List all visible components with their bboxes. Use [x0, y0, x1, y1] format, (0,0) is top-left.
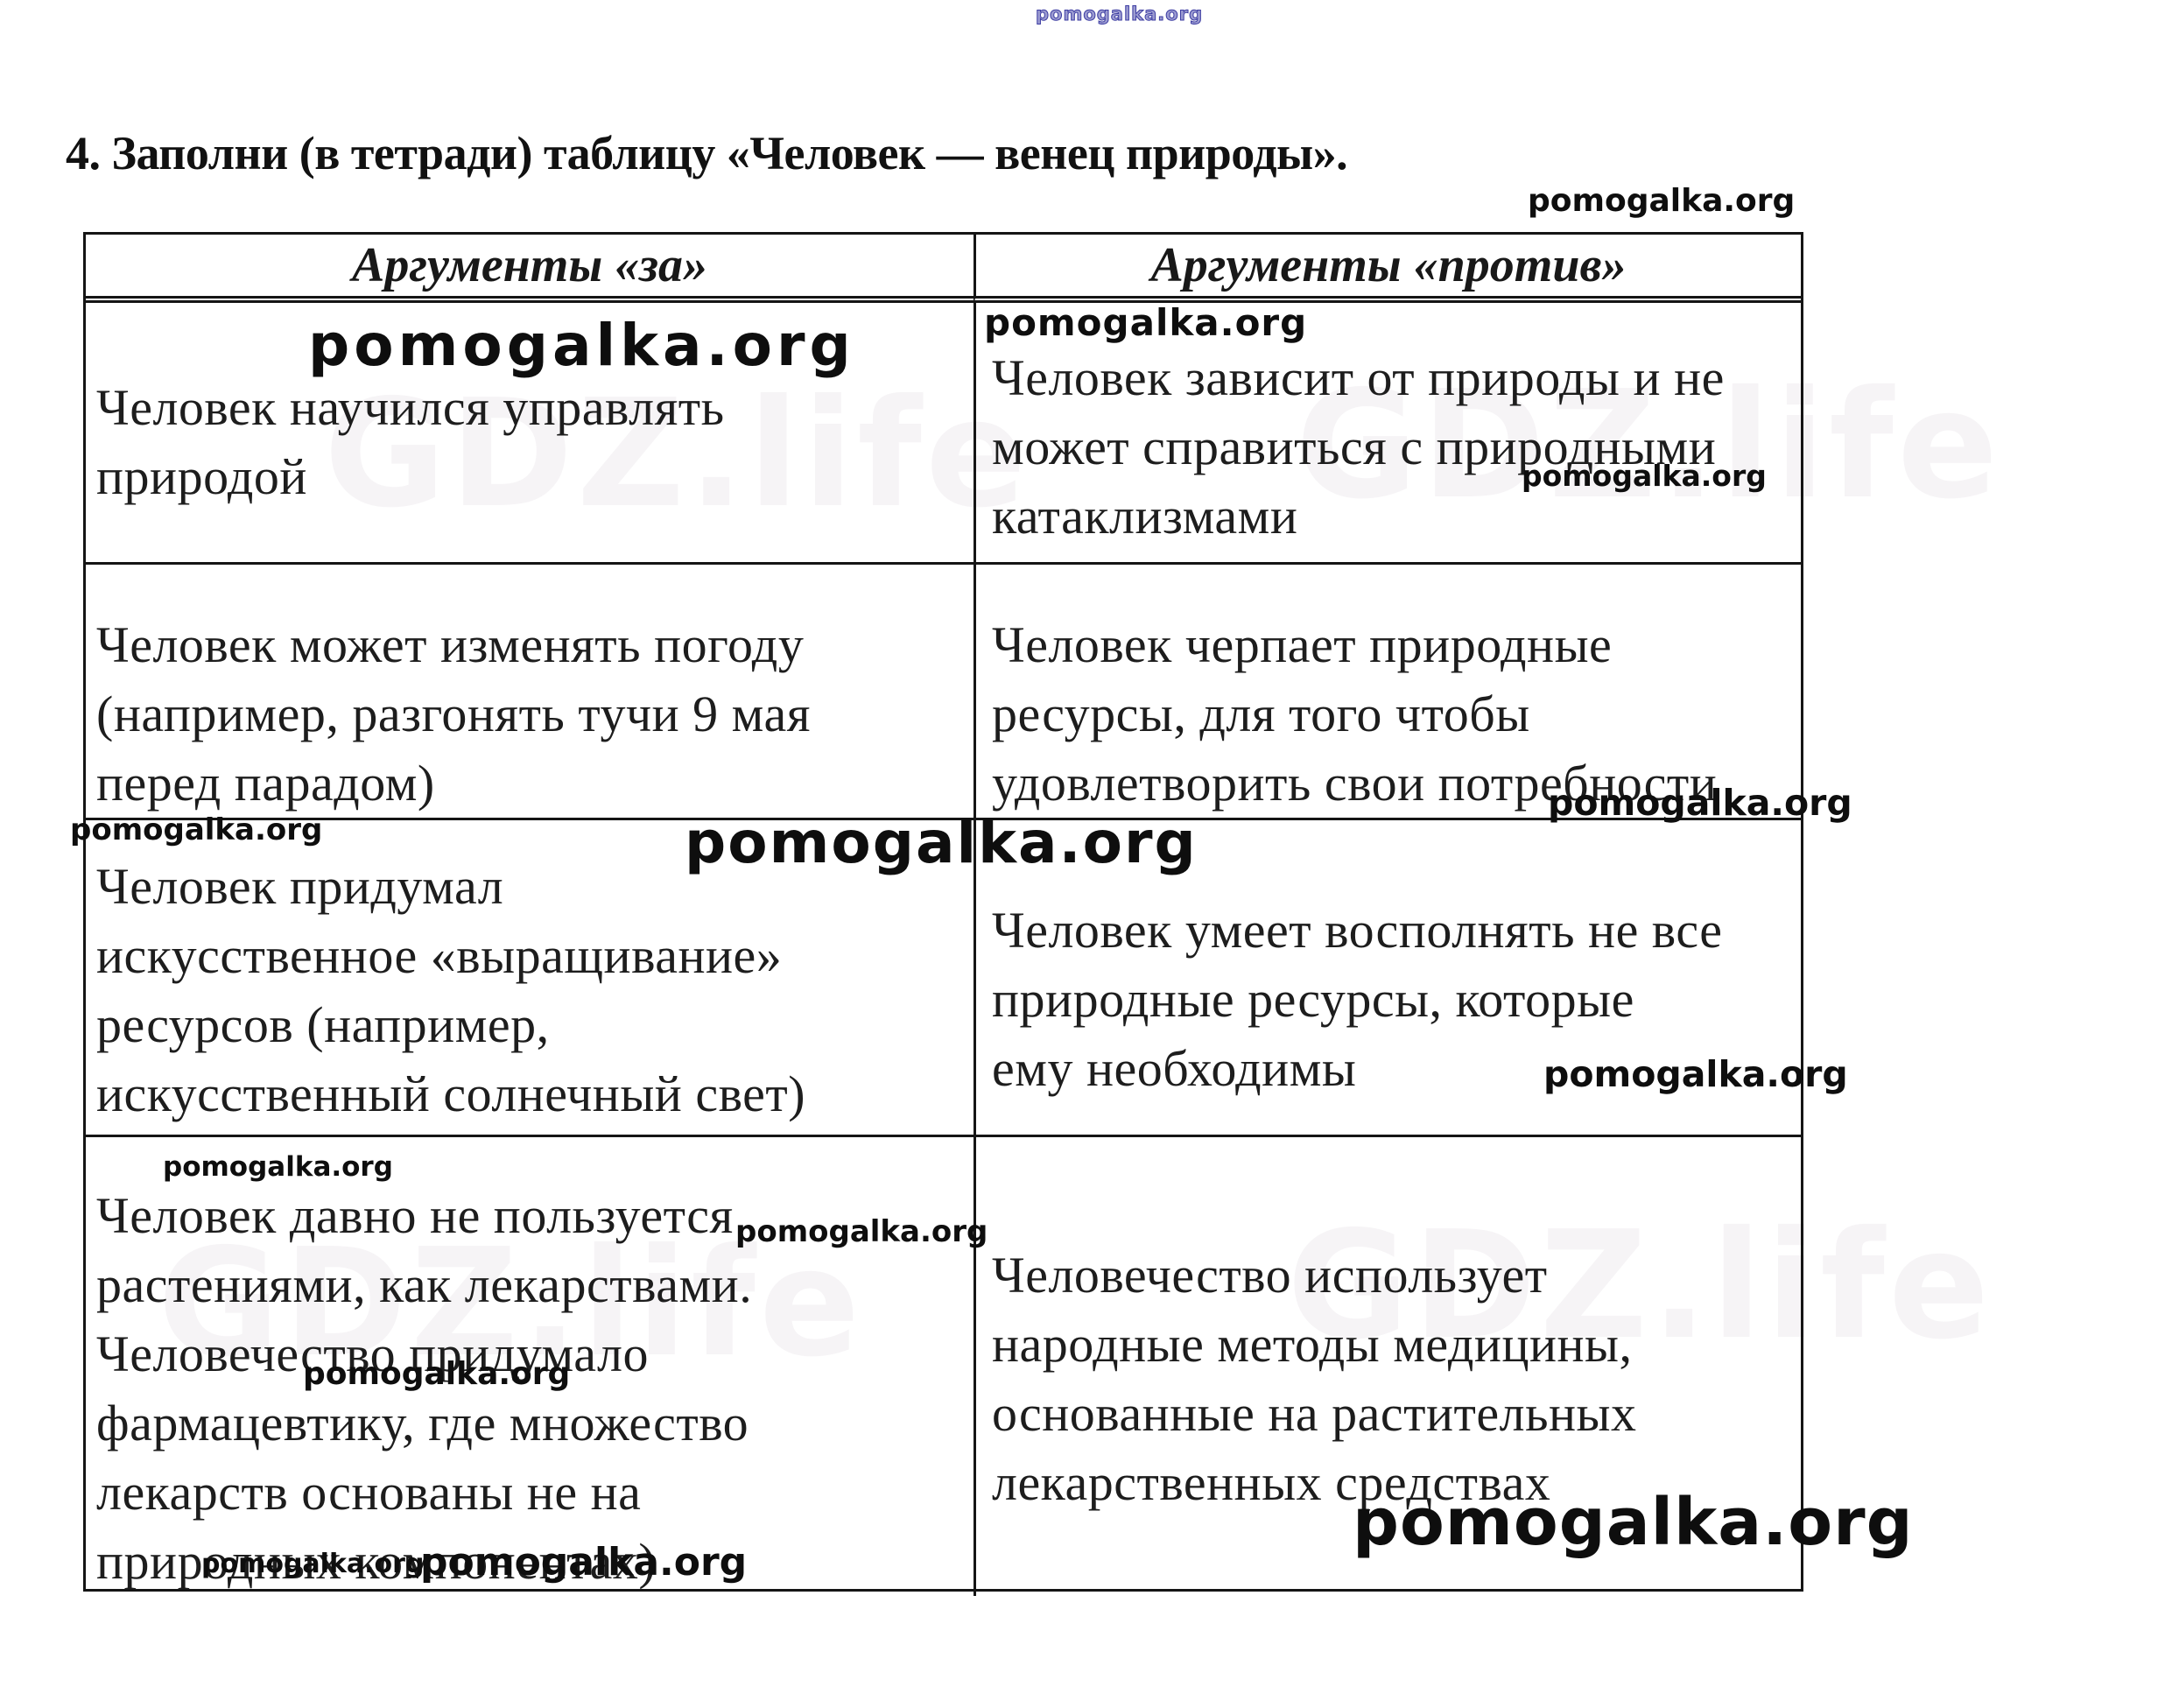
watermark-pomogalka-row3-left: pomogalka.org: [70, 812, 323, 847]
watermark-pomogalka-row4-middle: pomogalka.org: [735, 1214, 988, 1249]
watermark-pomogalka-center: pomogalka.org: [685, 809, 1198, 876]
watermark-pomogalka-bottom-right: pomogalka.org: [1353, 1485, 1914, 1560]
table-cell-con-row4: Человечество использует народные методы …: [974, 1135, 1801, 1596]
table-cell-pro-row4: Человек давно не пользуется растениями, …: [86, 1135, 974, 1596]
background-watermark: GDZ.life: [1287, 1199, 1993, 1373]
task-title: 4. Заполни (в тетради) таблицу «Человек …: [66, 127, 1348, 179]
arguments-table: Аргументы «за» Аргументы «против» Челове…: [83, 232, 1803, 1596]
table-cell-con-row2: Человек черпает природные ресурсы, для т…: [974, 562, 1801, 818]
watermark-pomogalka-top: pomogalka.org: [1035, 4, 1204, 25]
background-watermark: GDZ.life: [158, 1217, 864, 1390]
table-cell-con-row1: Человек зависит от природы и не может сп…: [974, 303, 1801, 562]
watermark-pomogalka-under-title: pomogalka.org: [1528, 183, 1796, 219]
watermark-pomogalka-row1-right-small: pomogalka.org: [1522, 459, 1767, 493]
table-cell-con-row3: Человек умеет восполнять не все природны…: [974, 818, 1801, 1135]
watermark-pomogalka-row4-left-top: pomogalka.org: [163, 1151, 393, 1183]
watermark-pomogalka-bottom-left: pomogalka.org: [201, 1549, 425, 1579]
watermark-pomogalka-row3-right: pomogalka.org: [1543, 1053, 1848, 1095]
table-cell-pro-row3: Человек придумал искусственное «выращива…: [86, 818, 974, 1135]
watermark-pomogalka-row1-right: pomogalka.org: [984, 301, 1308, 344]
watermark-pomogalka-bottom-center: pomogalka.org: [420, 1540, 748, 1585]
table-cell-pro-row2: Человек может изменять погоду (например,…: [86, 562, 974, 818]
background-watermark: GDZ.life: [324, 368, 1030, 541]
background-watermark: GDZ.life: [1296, 359, 2002, 532]
watermark-pomogalka-row2-right: pomogalka.org: [1548, 782, 1852, 824]
column-header-con: Аргументы «против»: [974, 235, 1801, 303]
column-header-pro: Аргументы «за»: [86, 235, 974, 303]
table-cell-pro-row1: Человек научился управлять природой: [96, 379, 725, 505]
watermark-pomogalka-row4-left-middle: pomogalka.org: [303, 1356, 571, 1392]
watermark-pomogalka-row1-left: pomogalka.org: [308, 312, 855, 379]
